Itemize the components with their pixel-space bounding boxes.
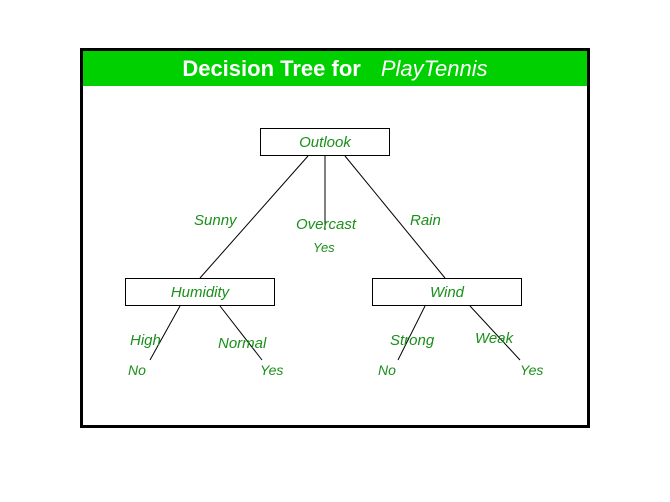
title-prefix: Decision Tree for xyxy=(182,56,361,82)
tree-node-humidity: Humidity xyxy=(125,278,275,306)
edge-label: Sunny xyxy=(194,212,237,229)
title-target: PlayTennis xyxy=(381,56,488,82)
edge-label: Normal xyxy=(218,335,266,352)
diagram-frame xyxy=(80,48,590,428)
tree-leaf: No xyxy=(128,362,146,378)
tree-node-outlook: Outlook xyxy=(260,128,390,156)
edge-label: Strong xyxy=(390,332,434,349)
diagram-canvas: Decision Tree for PlayTennis Sunny Overca… xyxy=(0,0,670,502)
edge-label: Overcast xyxy=(296,216,356,233)
tree-leaf: Yes xyxy=(260,362,283,378)
edge-label: Weak xyxy=(475,330,513,347)
tree-leaf: No xyxy=(378,362,396,378)
tree-leaf: Yes xyxy=(520,362,543,378)
edge-label: High xyxy=(130,332,161,349)
title-bar: Decision Tree for PlayTennis xyxy=(83,51,587,86)
tree-leaf: Yes xyxy=(313,240,335,255)
edge-label: Rain xyxy=(410,212,441,229)
tree-node-wind: Wind xyxy=(372,278,522,306)
